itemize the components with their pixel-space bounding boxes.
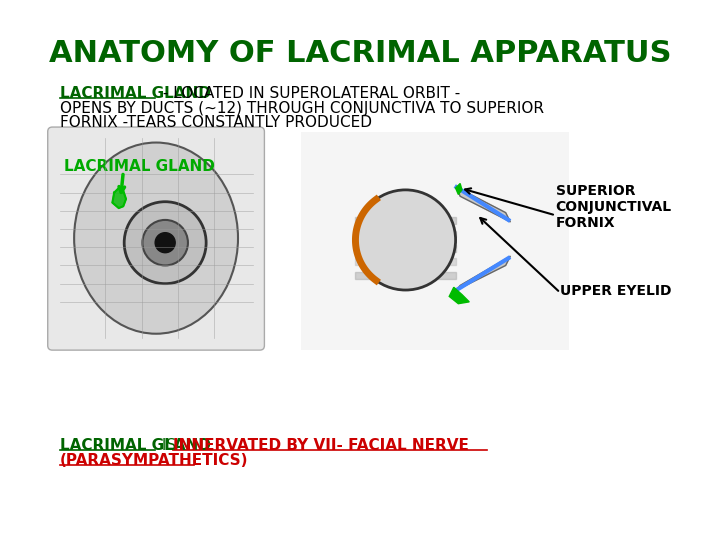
Polygon shape	[356, 272, 456, 279]
Ellipse shape	[74, 143, 238, 334]
Text: OPENS BY DUCTS (~12) THROUGH CONJUNCTIVA TO SUPERIOR: OPENS BY DUCTS (~12) THROUGH CONJUNCTIVA…	[60, 100, 544, 116]
Text: FORNIX -TEARS CONSTANTLY PRODUCED: FORNIX -TEARS CONSTANTLY PRODUCED	[60, 115, 372, 130]
Polygon shape	[356, 245, 456, 252]
Ellipse shape	[125, 202, 206, 284]
FancyBboxPatch shape	[301, 132, 570, 350]
Ellipse shape	[356, 190, 456, 290]
Text: LACRIMAL GLAND: LACRIMAL GLAND	[60, 86, 210, 101]
Polygon shape	[456, 187, 510, 222]
Ellipse shape	[155, 233, 175, 253]
Polygon shape	[449, 287, 469, 303]
Polygon shape	[456, 184, 462, 194]
Polygon shape	[356, 217, 456, 225]
Ellipse shape	[143, 220, 188, 266]
Text: UPPER EYELID: UPPER EYELID	[560, 284, 672, 298]
Text: INNERVATED BY VII- FACIAL NERVE: INNERVATED BY VII- FACIAL NERVE	[174, 438, 469, 454]
Polygon shape	[356, 231, 456, 237]
Text: ANATOMY OF LACRIMAL APPARATUS: ANATOMY OF LACRIMAL APPARATUS	[49, 39, 671, 68]
Text: IS: IS	[157, 438, 181, 454]
Polygon shape	[112, 188, 126, 208]
Text: - LOCATED IN SUPEROLATERAL ORBIT -: - LOCATED IN SUPEROLATERAL ORBIT -	[158, 86, 460, 101]
Text: LACRIMAL GLAND: LACRIMAL GLAND	[60, 438, 210, 454]
Text: (PARASYMPATHETICS): (PARASYMPATHETICS)	[60, 453, 248, 468]
Text: SUPERIOR
CONJUNCTIVAL
FORNIX: SUPERIOR CONJUNCTIVAL FORNIX	[556, 184, 672, 230]
Polygon shape	[456, 256, 510, 290]
Text: LACRIMAL GLAND: LACRIMAL GLAND	[64, 159, 215, 174]
Polygon shape	[356, 258, 456, 265]
FancyBboxPatch shape	[48, 127, 264, 350]
